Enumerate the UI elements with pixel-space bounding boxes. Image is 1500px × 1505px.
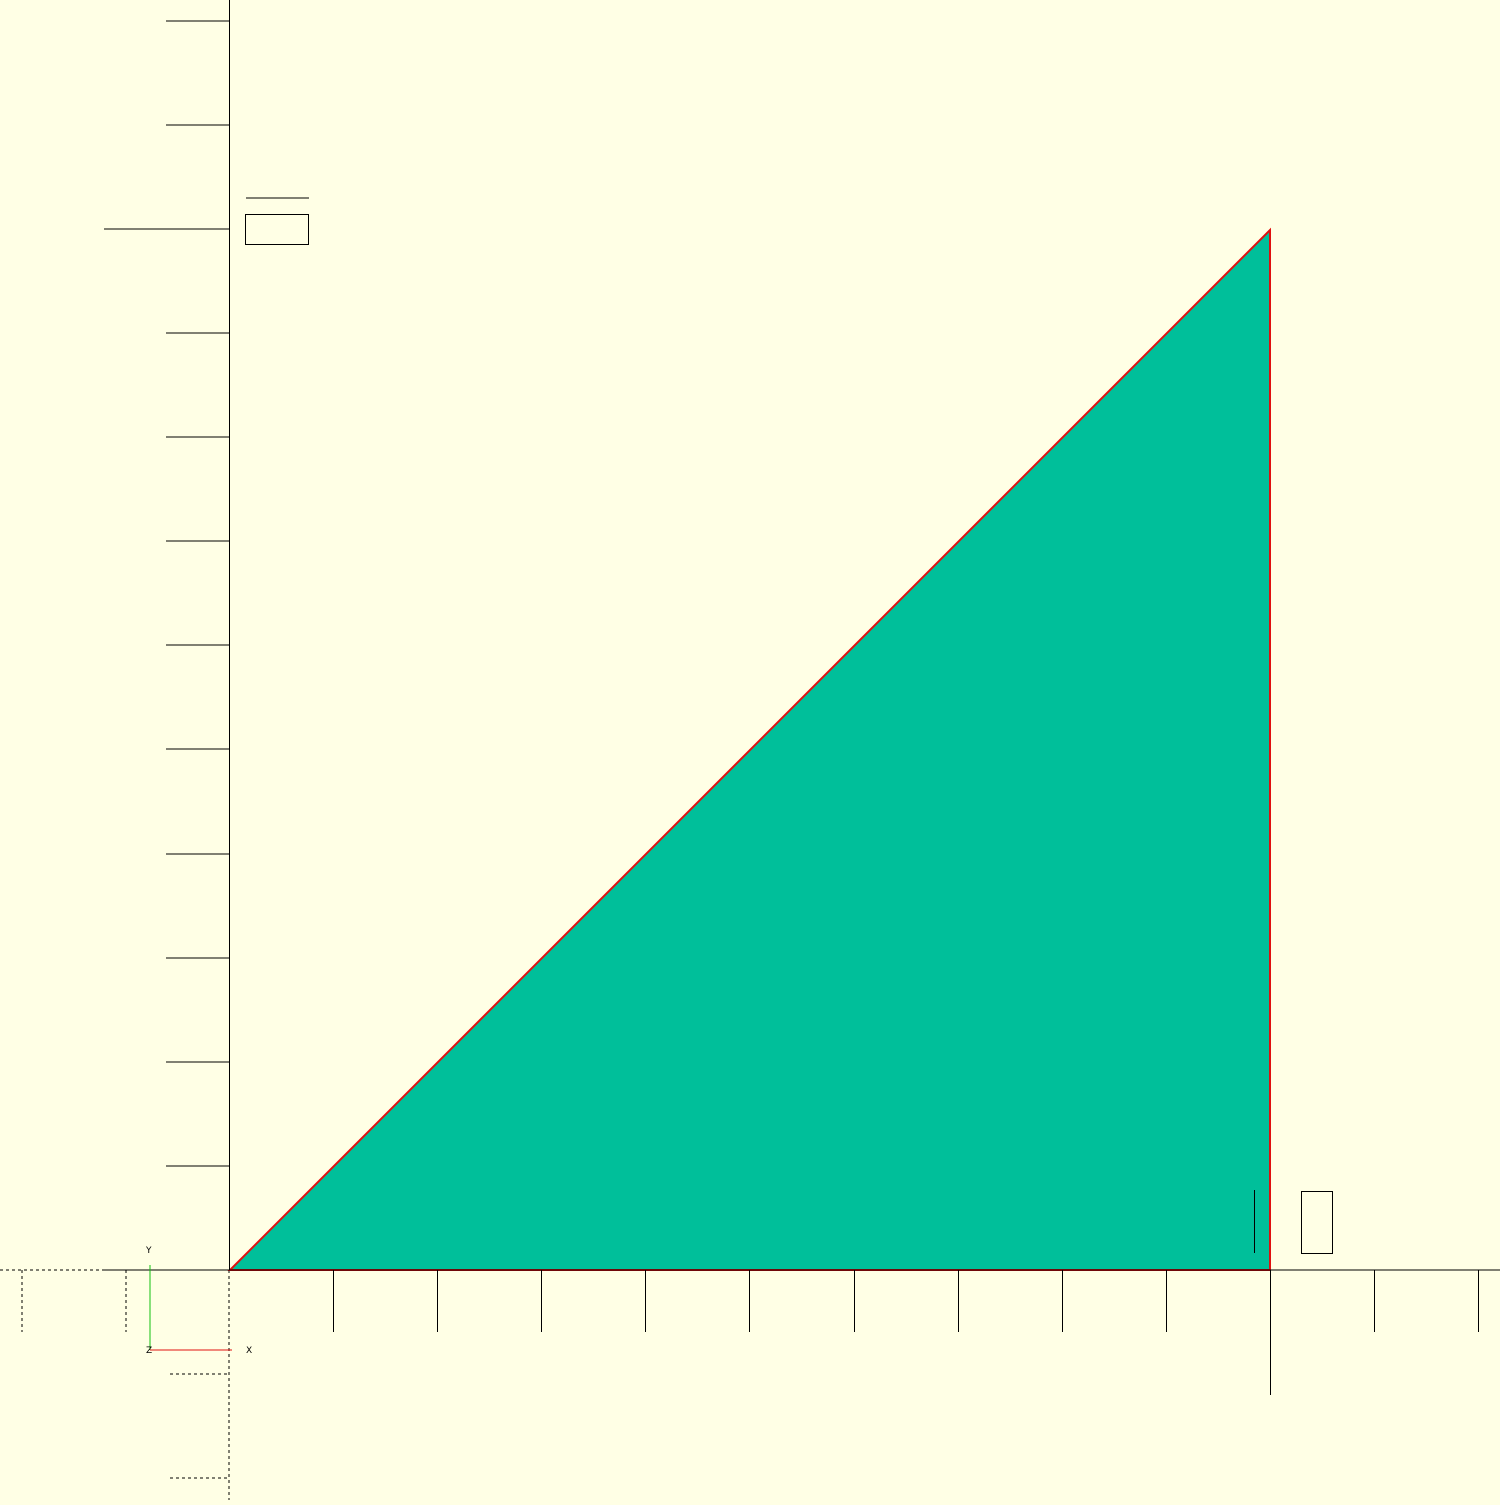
gizmo-x-label: X [246, 1346, 252, 1356]
triangle-shape[interactable] [227, 227, 1271, 1271]
y-axis-label-placeholder [245, 197, 309, 245]
negative-axes [0, 1269, 230, 1500]
axes-gizmo: Y X Z [145, 1246, 252, 1356]
positive-axes [104, 0, 1500, 1271]
gizmo-z-label: Z [146, 1346, 152, 1356]
y-axis-ticks [104, 20, 229, 1167]
label-glyph-box [245, 214, 309, 245]
x-axis-ticks [333, 1270, 1479, 1395]
x-axis-label-placeholder [1254, 1190, 1333, 1254]
label-glyph-box [1301, 1191, 1333, 1254]
gizmo-y-label: Y [145, 1246, 152, 1256]
